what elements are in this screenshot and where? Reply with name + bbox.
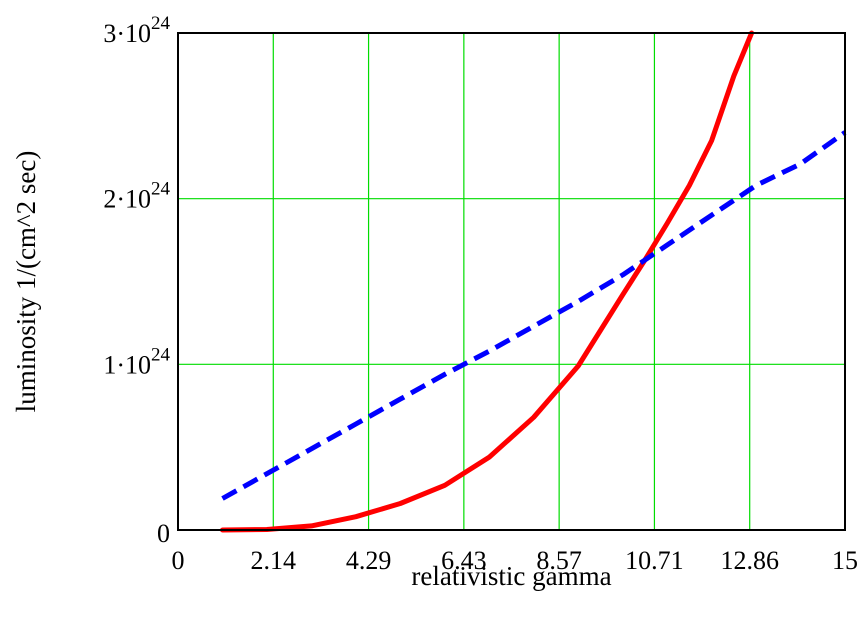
- plot-area-frame: [177, 32, 846, 531]
- dashed-series-line: [221, 130, 847, 501]
- x-axis-label: relativistic gamma: [411, 561, 611, 591]
- x-tick-label: 8.57: [536, 546, 582, 575]
- x-tick-label: 10.71: [625, 546, 684, 575]
- x-tick-label: 4.29: [346, 546, 392, 575]
- x-tick-label: 12.86: [720, 546, 779, 575]
- y-tick-label-exponent: 24: [151, 13, 171, 34]
- y-tick-label-exponent: 24: [151, 179, 171, 200]
- y-tick-label-base: 3·10: [103, 19, 151, 48]
- x-tick-label: 2.14: [251, 546, 297, 575]
- y-axis-label: luminosity 1/(cm^2 sec): [11, 151, 41, 413]
- y-tick-label: 2·1024: [103, 179, 170, 214]
- series-lines: [220, 30, 847, 533]
- y-tick-label: 3·1024: [103, 13, 170, 48]
- x-tick-label: 6.43: [441, 546, 487, 575]
- x-tick-label: 0: [172, 546, 185, 575]
- gridlines: [177, 32, 846, 531]
- y-tick-label: 0: [157, 519, 170, 548]
- y-tick-label-base: 0: [157, 519, 170, 548]
- solid-series-line: [220, 30, 755, 533]
- y-tick-label: 1·1024: [103, 344, 170, 379]
- y-tick-label-base: 2·10: [103, 185, 151, 214]
- x-tick-label: 15: [832, 546, 858, 575]
- y-tick-label-exponent: 24: [151, 344, 171, 365]
- y-tick-label-base: 1·10: [103, 350, 151, 379]
- x-tick-labels: 0 2.14 4.29 6.43 8.57 10.71 12.86 15: [172, 546, 859, 575]
